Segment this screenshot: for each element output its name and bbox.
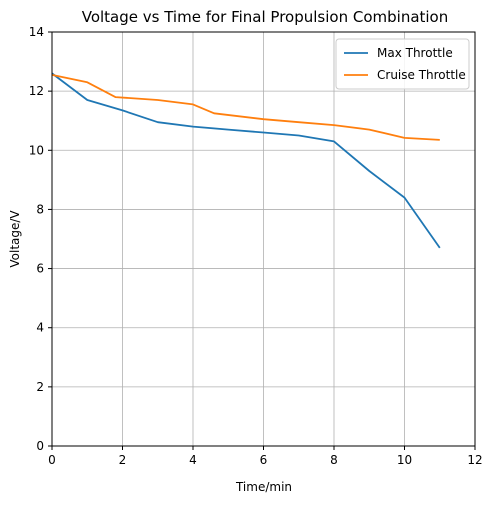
- y-tick-label: 6: [36, 262, 44, 276]
- y-tick-label: 14: [29, 25, 44, 39]
- x-tick-label: 12: [467, 453, 482, 467]
- y-axis-label: Voltage/V: [8, 210, 22, 268]
- x-tick-label: 10: [397, 453, 412, 467]
- max-throttle-line: [51, 72, 441, 249]
- cruise-throttle-line: [51, 74, 440, 141]
- cruise-throttle-legend-label: Cruise Throttle: [377, 68, 466, 82]
- x-tick-label: 2: [119, 453, 127, 467]
- x-tick-label: 8: [330, 453, 338, 467]
- x-tick-label: 4: [189, 453, 197, 467]
- y-tick-label: 10: [29, 143, 44, 157]
- y-tick-label: 8: [36, 202, 44, 216]
- y-tick-label: 12: [29, 84, 44, 98]
- x-tick-label: 0: [48, 453, 56, 467]
- grid: [51, 31, 476, 447]
- y-tick-label: 4: [36, 321, 44, 335]
- legend: Max Throttle Cruise Throttle: [335, 38, 470, 90]
- chart-title: Voltage vs Time for Final Propulsion Com…: [82, 8, 449, 26]
- legend-box: [335, 38, 470, 90]
- series-lines: [51, 72, 441, 249]
- axis-ticks: 0 2 4 6 8 10 12 0 2 4 6 8 10 12 14: [29, 25, 483, 467]
- max-throttle-legend-label: Max Throttle: [377, 46, 453, 60]
- x-tick-label: 6: [260, 453, 268, 467]
- y-tick-label: 0: [36, 439, 44, 453]
- y-tick-label: 2: [36, 380, 44, 394]
- x-axis-label: Time/min: [235, 480, 292, 494]
